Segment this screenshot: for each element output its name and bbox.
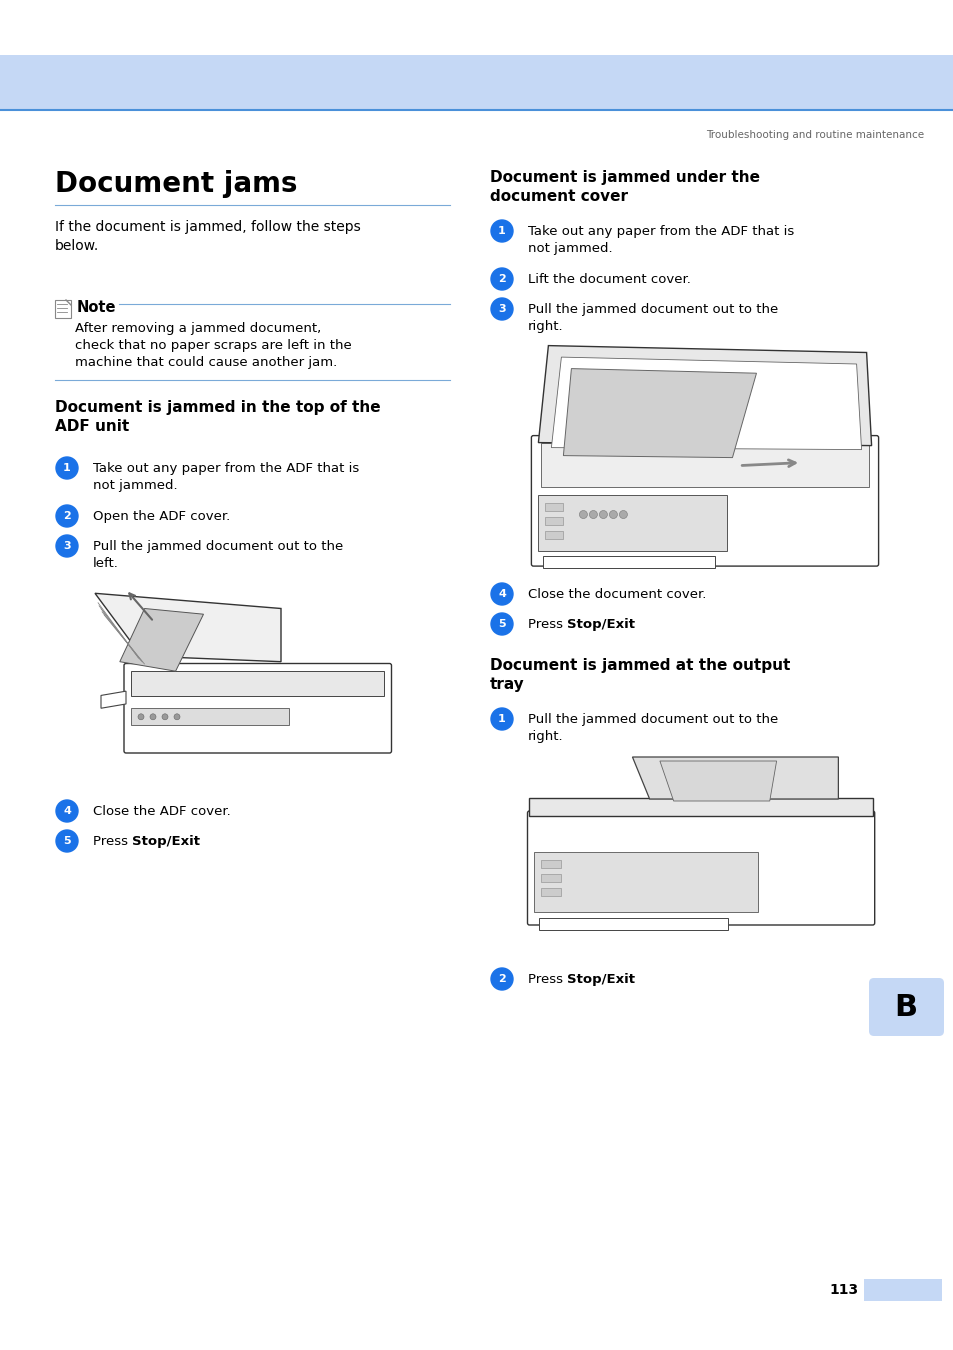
Text: Press: Press xyxy=(527,618,567,630)
Polygon shape xyxy=(563,369,756,458)
Polygon shape xyxy=(95,593,281,662)
Bar xyxy=(539,918,727,930)
Text: 2: 2 xyxy=(497,973,505,984)
Text: Press: Press xyxy=(527,973,567,985)
Circle shape xyxy=(56,505,78,526)
Text: Document is jammed in the top of the
ADF unit: Document is jammed in the top of the ADF… xyxy=(55,400,380,433)
Text: 1: 1 xyxy=(497,714,505,724)
Text: Note: Note xyxy=(77,300,116,315)
Circle shape xyxy=(56,535,78,558)
Circle shape xyxy=(491,583,513,605)
Text: Stop/Exit: Stop/Exit xyxy=(132,836,200,848)
Bar xyxy=(545,517,563,525)
Polygon shape xyxy=(659,761,776,801)
Bar xyxy=(131,671,384,697)
Text: 3: 3 xyxy=(497,304,505,315)
Polygon shape xyxy=(120,609,203,671)
Text: 1: 1 xyxy=(63,463,71,472)
Text: Lift the document cover.: Lift the document cover. xyxy=(527,273,690,286)
Text: 3: 3 xyxy=(63,541,71,551)
Text: 5: 5 xyxy=(497,620,505,629)
Text: 2: 2 xyxy=(63,512,71,521)
Circle shape xyxy=(491,613,513,634)
Text: 113: 113 xyxy=(829,1282,858,1297)
FancyBboxPatch shape xyxy=(868,977,943,1035)
Bar xyxy=(529,798,872,815)
Bar xyxy=(541,443,867,487)
FancyBboxPatch shape xyxy=(124,663,391,753)
Text: Pull the jammed document out to the
left.: Pull the jammed document out to the left… xyxy=(92,540,343,570)
Circle shape xyxy=(589,510,597,518)
Text: 2: 2 xyxy=(497,274,505,284)
Circle shape xyxy=(56,830,78,852)
Text: B: B xyxy=(894,992,917,1022)
Text: Document is jammed under the
document cover: Document is jammed under the document co… xyxy=(490,170,760,204)
Text: 1: 1 xyxy=(497,225,505,236)
Circle shape xyxy=(598,510,607,518)
Bar xyxy=(131,709,289,725)
Text: Document is jammed at the output
tray: Document is jammed at the output tray xyxy=(490,657,789,691)
Text: Press: Press xyxy=(92,836,132,848)
Text: Pull the jammed document out to the
right.: Pull the jammed document out to the righ… xyxy=(527,713,778,743)
Text: Close the ADF cover.: Close the ADF cover. xyxy=(92,805,231,818)
Circle shape xyxy=(491,298,513,320)
Polygon shape xyxy=(537,346,871,446)
Bar xyxy=(543,556,714,568)
Circle shape xyxy=(491,707,513,730)
Bar xyxy=(545,502,563,510)
Bar xyxy=(55,300,71,319)
Text: Take out any paper from the ADF that is
not jammed.: Take out any paper from the ADF that is … xyxy=(92,462,359,491)
Bar xyxy=(541,873,561,882)
Text: 5: 5 xyxy=(63,836,71,846)
Circle shape xyxy=(138,714,144,720)
Bar xyxy=(0,55,953,109)
FancyBboxPatch shape xyxy=(531,436,878,566)
Text: After removing a jammed document,
check that no paper scraps are left in the
mac: After removing a jammed document, check … xyxy=(75,323,352,369)
Circle shape xyxy=(578,510,587,518)
Text: Troubleshooting and routine maintenance: Troubleshooting and routine maintenance xyxy=(705,130,923,140)
Text: Document jams: Document jams xyxy=(55,170,297,198)
Bar xyxy=(545,531,563,539)
Text: Open the ADF cover.: Open the ADF cover. xyxy=(92,510,230,522)
Text: .: . xyxy=(194,836,199,848)
Polygon shape xyxy=(551,358,861,450)
Text: If the document is jammed, follow the steps
below.: If the document is jammed, follow the st… xyxy=(55,220,360,254)
Polygon shape xyxy=(632,757,838,799)
Text: Take out any paper from the ADF that is
not jammed.: Take out any paper from the ADF that is … xyxy=(527,225,794,255)
Bar xyxy=(537,494,726,551)
Text: Pull the jammed document out to the
right.: Pull the jammed document out to the righ… xyxy=(527,302,778,333)
Text: .: . xyxy=(629,618,634,630)
Circle shape xyxy=(491,269,513,290)
Text: Close the document cover.: Close the document cover. xyxy=(527,589,705,601)
Bar xyxy=(541,860,561,868)
Circle shape xyxy=(491,220,513,242)
Circle shape xyxy=(609,510,617,518)
Text: 4: 4 xyxy=(63,806,71,815)
Bar xyxy=(534,852,757,913)
Circle shape xyxy=(173,714,180,720)
Bar xyxy=(541,887,561,895)
Polygon shape xyxy=(101,691,126,709)
Text: Stop/Exit: Stop/Exit xyxy=(566,618,635,630)
Text: 4: 4 xyxy=(497,589,505,599)
Circle shape xyxy=(618,510,627,518)
Circle shape xyxy=(56,801,78,822)
Text: Stop/Exit: Stop/Exit xyxy=(566,973,635,985)
Circle shape xyxy=(150,714,156,720)
FancyBboxPatch shape xyxy=(527,811,874,925)
Circle shape xyxy=(491,968,513,990)
Text: .: . xyxy=(629,973,634,985)
Bar xyxy=(863,1278,941,1301)
Circle shape xyxy=(162,714,168,720)
Circle shape xyxy=(56,458,78,479)
